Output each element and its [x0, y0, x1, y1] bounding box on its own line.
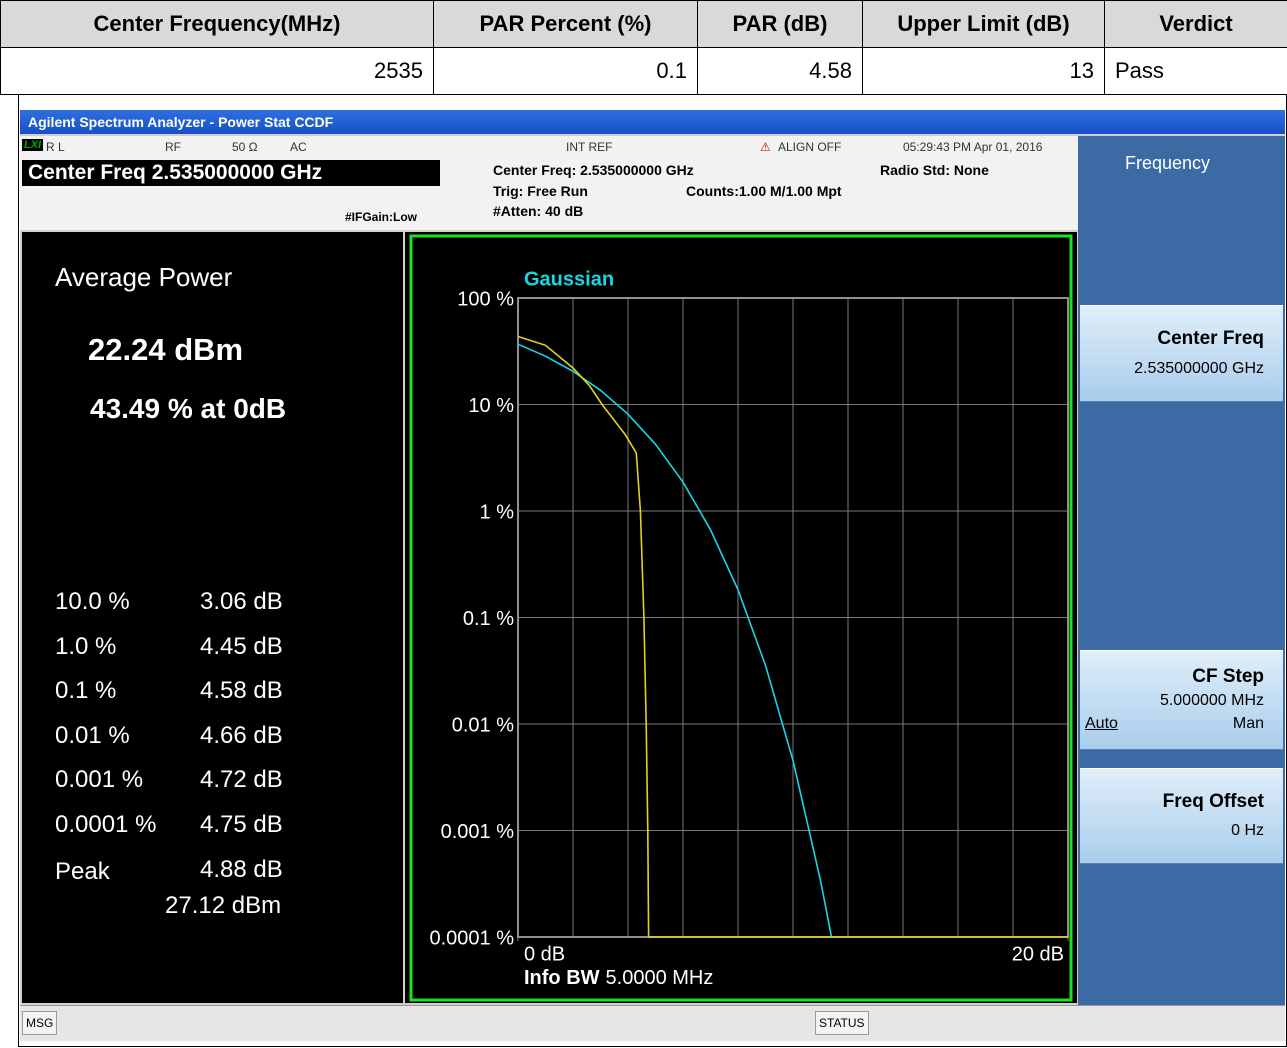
timestamp: 05:29:43 PM Apr 01, 2016: [903, 140, 1043, 154]
y-tick-label: 1 %: [480, 501, 515, 523]
info-bw-value: 5.0000 MHz: [606, 967, 714, 989]
ccdf-par: 3.06 dB: [200, 588, 283, 615]
int-ref: INT REF: [566, 140, 613, 154]
ccdf-par: 4.45 dB: [200, 632, 283, 660]
softkey-panel: [1078, 136, 1285, 1005]
table-cell: 13: [862, 47, 1105, 95]
if-gain: #IFGain:Low: [345, 210, 417, 224]
softkey-value: 0 Hz: [1231, 822, 1264, 839]
lxi-logo: LXI: [22, 139, 44, 151]
bottom-bar: [20, 1005, 1285, 1041]
series-line: [517, 335, 1068, 938]
chart-border: [409, 234, 1073, 1002]
align-icon: ⚠: [760, 140, 771, 154]
counts: Counts:1.00 M/1.00 Mpt: [686, 183, 842, 199]
y-tick-label: 0.0001 %: [429, 927, 514, 949]
info-bw-label: Info BW: [524, 967, 600, 989]
ccdf-percent: 0.001 %: [55, 766, 144, 794]
rl: R L: [46, 140, 65, 154]
table-cell: Pass: [1104, 47, 1287, 95]
softkey-label: Freq Offset: [1162, 791, 1264, 812]
peak-par: 4.88 dB: [200, 856, 283, 883]
ccdf-percent: 0.01 %: [55, 721, 130, 749]
results-title: Average Power: [55, 262, 233, 292]
ccdf-par: 4.75 dB: [200, 811, 283, 838]
y-tick-label: 10 %: [468, 395, 514, 417]
impedance: 50 Ω: [232, 140, 258, 154]
x-tick-label: 0 dB: [524, 943, 565, 965]
table-cell: 2535: [0, 47, 434, 95]
result-table: Center Frequency(MHz) PAR Percent (%) PA…: [0, 0, 1287, 95]
softkey[interactable]: [1080, 305, 1283, 402]
softkey[interactable]: [1080, 768, 1283, 864]
center-freq-info: Center Freq: 2.535000000 GHz: [493, 162, 694, 178]
table-cell: 0.1: [433, 47, 698, 95]
atten: #Atten: 40 dB: [493, 203, 584, 219]
table-row: 2535 0.1 4.58 13 Pass: [0, 47, 1287, 95]
series-line: [517, 343, 833, 938]
y-tick-label: 0.01 %: [452, 714, 514, 736]
info-bw: Info BW 5.0000 MHz: [524, 967, 713, 989]
header-cell: Upper Limit (dB): [862, 0, 1105, 48]
ccdf-percent: 10.0 %: [55, 588, 130, 615]
y-tick-label: 0.1 %: [463, 608, 514, 630]
center-freq-banner: Center Freq 2.535000000 GHz: [22, 160, 440, 186]
x-tick-label: 20 dB: [1012, 943, 1064, 965]
table-cell: 4.58: [697, 47, 863, 95]
trig: Trig: Free Run: [493, 183, 588, 199]
header-cell: Center Frequency(MHz): [0, 0, 434, 48]
window-title: Agilent Spectrum Analyzer - Power Stat C…: [20, 110, 1285, 134]
ccdf-chart: 100 % 10 % 1 % 0.1 % 0.01 % 0.001 % 0.0001 % 0 …: [409, 234, 1073, 1002]
softkey-option: Man: [1232, 715, 1264, 732]
msg-field: MSG: [22, 1011, 58, 1035]
percent-at-0db: 43.49 % at 0dB: [90, 393, 287, 424]
y-tick-label: 0.001 %: [441, 821, 515, 843]
y-tick-label: 100 %: [457, 288, 514, 310]
softkey-label: Center Freq: [1157, 328, 1264, 349]
status-field: STATUS: [815, 1011, 869, 1035]
peak-power: 27.12 dBm: [165, 892, 282, 919]
coupling: AC: [290, 140, 307, 154]
radio-std: Radio Std: None: [880, 162, 989, 178]
ccdf-percent: 0.1 %: [55, 677, 117, 705]
ccdf-par: 4.66 dB: [200, 721, 283, 749]
softkey[interactable]: [1080, 650, 1283, 750]
ccdf-par: 4.72 dB: [200, 766, 283, 794]
ccdf-percent: 1.0 %: [55, 632, 117, 660]
softkey-label: CF Step: [1192, 666, 1264, 687]
table-header: Center Frequency(MHz) PAR Percent (%) PA…: [0, 0, 1287, 48]
softkey-value: 2.535000000 GHz: [1134, 360, 1264, 377]
header-cell: PAR (dB): [697, 0, 863, 48]
peak-label: Peak: [55, 858, 110, 885]
softkey-option: Auto: [1085, 715, 1118, 732]
average-power: 22.24 dBm: [88, 332, 244, 367]
softkey-value: 5.000000 MHz: [1159, 692, 1264, 709]
series-label: Gaussian: [524, 268, 614, 290]
header-cell: PAR Percent (%): [433, 0, 698, 48]
results-panel: [22, 232, 403, 1003]
ccdf-percent: 0.0001 %: [55, 811, 157, 838]
rf: RF: [165, 140, 181, 154]
ccdf-par: 4.58 dB: [200, 677, 283, 705]
align: ALIGN OFF: [778, 140, 842, 154]
header-cell: Verdict: [1104, 0, 1287, 48]
menu-title: Frequency: [1125, 153, 1211, 173]
